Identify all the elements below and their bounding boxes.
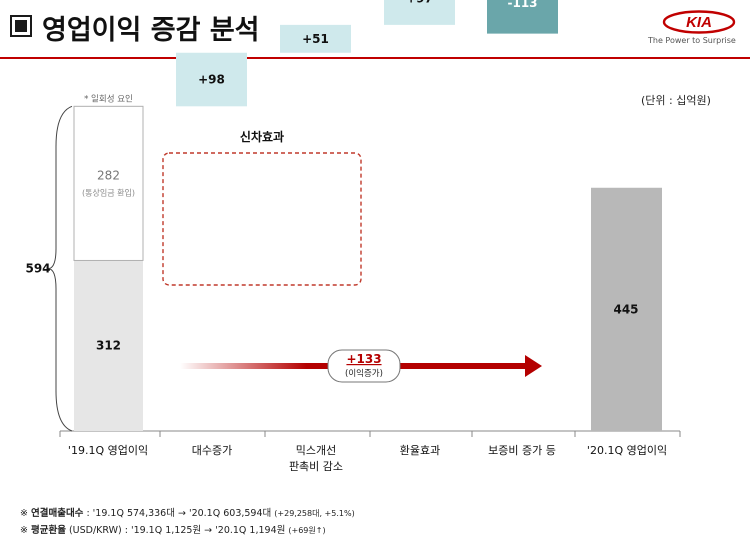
category-label: 환율효과 — [399, 444, 441, 457]
bar-label-start-total: 594 — [25, 262, 50, 276]
bar-label-step-1: +98 — [198, 73, 225, 87]
new-car-effect-label: 신차효과 — [240, 129, 284, 144]
note-small: (+29,258대, +5.1%) — [274, 509, 355, 518]
category-label: 대수증가 — [191, 444, 233, 457]
new-car-effect-box — [162, 152, 362, 286]
title-square-icon — [10, 15, 32, 37]
note-bold: 연결매출대수 — [30, 508, 84, 519]
note-mark: ※ — [20, 508, 31, 519]
bar-label-start-base: 312 — [96, 339, 121, 353]
note-small: (+69원↑) — [288, 526, 326, 535]
bar-end — [591, 187, 662, 431]
note-bold: 평균환율 — [30, 525, 66, 536]
note-sales-volume: ※ 연결매출대수 : '19.1Q 574,336대 → '20.1Q 603,… — [20, 505, 355, 519]
page-title-text: 영업이익 증감 분석 — [42, 15, 260, 46]
bar-start-onetime — [73, 105, 144, 261]
bar-step-1 — [176, 52, 247, 107]
bar-note-onetime: * 일회성 요인 — [84, 93, 133, 104]
total-change-value: +133 — [346, 352, 381, 366]
kia-logo: KIA — [662, 10, 736, 34]
bar-label-step-2: +51 — [302, 32, 329, 46]
bar-step-2 — [280, 24, 351, 53]
category-label: 보증비 증가 등 — [488, 444, 556, 457]
unit-label: (단위 : 십억원) — [641, 94, 711, 107]
logo-tagline: The Power to Surprise — [648, 36, 736, 45]
total-change-badge — [327, 349, 401, 383]
total-brace — [47, 105, 73, 432]
note-text: (USD/KRW) : '19.1Q 1,125원 → '20.1Q 1,194… — [65, 525, 289, 536]
note-mark: ※ — [20, 525, 31, 536]
bar-step-4 — [487, 0, 558, 34]
category-label: 믹스개선 판촉비 감소 — [288, 444, 344, 473]
note-text: : '19.1Q 574,336대 → '20.1Q 603,594대 — [83, 508, 275, 519]
logo-text: KIA — [686, 14, 712, 31]
bar-label-step-3: +97 — [406, 0, 433, 5]
bar-label-start-onetime: 282 — [97, 168, 120, 182]
bar-label-step-4: -113 — [507, 0, 537, 10]
bar-label-end: 445 — [613, 302, 638, 316]
bar-sublabel-onetime: (통상임금 환입) — [82, 187, 135, 197]
category-label: '19.1Q 영업이익 — [67, 444, 149, 457]
category-label: '20.1Q 영업이익 — [586, 444, 668, 457]
header-divider — [0, 57, 750, 59]
bar-step-3 — [384, 0, 455, 25]
bar-start-base — [74, 260, 143, 431]
page-title: 영업이익 증감 분석 — [10, 8, 260, 47]
total-change-sublabel: (이익증가) — [345, 368, 383, 379]
note-exchange-rate: ※ 평균환율 (USD/KRW) : '19.1Q 1,125원 → '20.1… — [20, 522, 326, 536]
